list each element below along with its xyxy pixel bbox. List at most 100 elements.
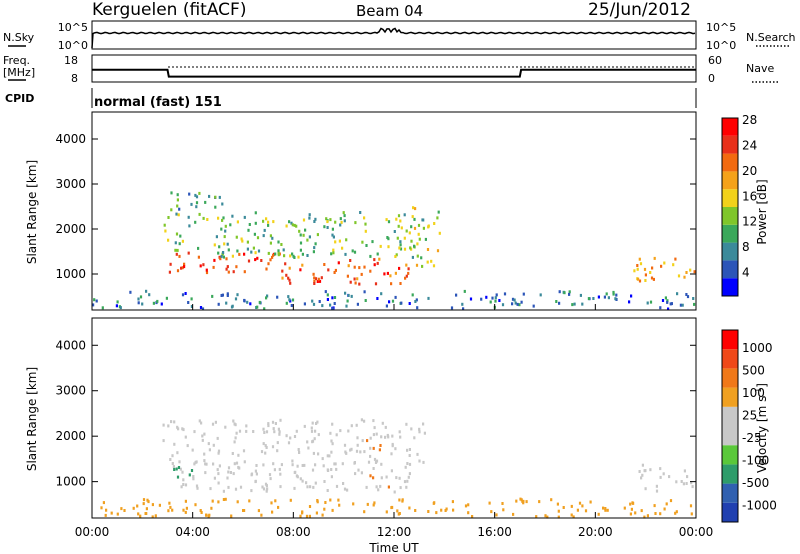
velocity-cell [257, 509, 260, 513]
power-cell [513, 298, 516, 302]
velocity-cell [663, 507, 666, 511]
power-cbar-frame [721, 117, 739, 297]
velocity-cbar-swatch [722, 387, 738, 407]
power-cell [395, 217, 398, 221]
power-cell [254, 258, 257, 262]
power-cell [165, 296, 168, 300]
power-colorbar: 4 8 12 16 20 24 28 [721, 113, 757, 297]
velocity-cell [471, 515, 474, 518]
power-cell [511, 302, 514, 306]
power-cell [277, 251, 280, 255]
power-cell [115, 304, 118, 308]
velocity-cell [393, 490, 396, 494]
power-cell [235, 235, 238, 239]
velocity-cell [182, 428, 185, 432]
power-cell [501, 303, 505, 307]
power-yaxis: 1000 2000 3000 4000 [55, 132, 696, 281]
velocity-cell [227, 466, 231, 470]
power-cell [378, 257, 381, 261]
power-cell [247, 259, 251, 263]
velocity-cell [556, 502, 559, 506]
velocity-cell [297, 448, 300, 451]
power-cell [605, 292, 608, 296]
xaxis-label: Time UT [368, 541, 419, 554]
velocity-cell [668, 475, 671, 479]
velocity-cell [169, 505, 172, 509]
velocity-cell [234, 487, 238, 491]
velocity-cell [640, 476, 643, 480]
power-cell [333, 302, 336, 305]
power-cell [669, 302, 672, 306]
power-cell [139, 295, 143, 299]
velocity-cell [262, 463, 265, 467]
velocity-cell [217, 481, 220, 485]
power-cell [332, 251, 335, 255]
power-cell [359, 211, 362, 214]
station-title: Kerguelen (fitACF) [92, 0, 246, 20]
velocity-cell [343, 487, 347, 491]
velocity-cell [280, 463, 283, 467]
power-cell [224, 229, 227, 233]
velocity-cell [184, 510, 187, 514]
power-cell [175, 252, 178, 256]
velocity-cell [116, 512, 119, 516]
velocity-scatter-layer [100, 418, 694, 519]
power-cell [653, 256, 656, 260]
power-cell [364, 299, 367, 302]
power-cell [230, 305, 234, 309]
power-cell [276, 295, 279, 299]
power-cell [218, 245, 221, 249]
beam-title: Beam 04 [356, 2, 423, 20]
velocity-cell [198, 419, 201, 423]
velocity-cell [243, 460, 246, 464]
velocity-cell [291, 463, 294, 467]
velocity-cell [176, 451, 179, 455]
velocity-ytick-label: 2000 [55, 429, 86, 443]
power-cell [190, 297, 193, 301]
power-cell [265, 217, 268, 221]
velocity-cell [212, 462, 215, 466]
power-cell [353, 250, 357, 254]
velocity-cell [245, 424, 248, 428]
velocity-cell [176, 475, 180, 479]
velocity-cell [203, 452, 206, 456]
velocity-cell [321, 457, 324, 461]
power-cell [288, 298, 291, 302]
power-cell [403, 213, 406, 217]
velocity-cell [175, 467, 178, 471]
velocity-cell [655, 484, 658, 488]
power-cell [389, 274, 392, 278]
velocity-cell [278, 467, 281, 471]
power-cell [249, 302, 252, 306]
power-cell [316, 233, 319, 237]
power-cell [271, 255, 274, 259]
power-cell [597, 295, 600, 299]
velocity-cell [120, 507, 123, 511]
velocity-cell [408, 448, 411, 451]
power-cell [661, 299, 665, 302]
power-cell [630, 294, 633, 298]
power-cell [503, 292, 507, 296]
velocity-cell [205, 513, 208, 517]
power-cell [354, 221, 357, 225]
power-cell [217, 216, 220, 220]
velocity-cell [576, 508, 579, 512]
power-cell [177, 213, 180, 217]
velocity-cell [268, 473, 272, 477]
velocity-cbar-tick-label: 500 [742, 364, 765, 378]
power-cell [220, 227, 223, 231]
power-cell [410, 239, 413, 243]
power-cell [644, 273, 647, 277]
power-cell [220, 254, 223, 258]
velocity-cell [274, 499, 277, 503]
velocity-cell [265, 489, 268, 493]
power-cell [329, 303, 332, 307]
power-cell [214, 195, 217, 199]
power-cell [265, 267, 268, 271]
velocity-cell [211, 499, 214, 503]
velocity-colorbar: 1000 500 100 25 -25 -100 -500 -1000 [721, 329, 777, 523]
velocity-cell [226, 476, 229, 480]
velocity-cell [659, 475, 662, 479]
power-cell [672, 263, 675, 267]
power-cell [198, 191, 201, 195]
